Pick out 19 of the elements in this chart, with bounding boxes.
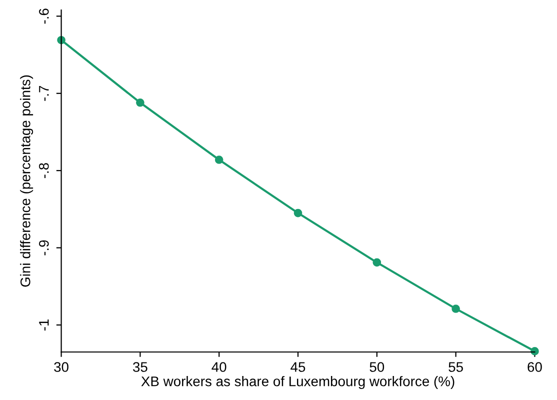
y-tick-label: -.8 (38, 163, 49, 178)
x-axis-title: XB workers as share of Luxembourg workforce (%) (141, 376, 454, 390)
y-tick-label: -.6 (38, 8, 49, 24)
point (136, 98, 144, 107)
y-tick-label: -.7 (39, 86, 49, 101)
x-tick-label: 30 (54, 362, 68, 372)
x-tick-label: 50 (370, 362, 384, 372)
y-tick-label: -.9 (38, 240, 49, 256)
point (214, 156, 224, 164)
y-axis-title: Gini difference (percentage points) (20, 75, 34, 287)
x-tick-label: 40 (212, 362, 226, 372)
x-tick-label: 35 (132, 362, 148, 372)
point (294, 208, 302, 218)
x-tick-label: 55 (448, 362, 463, 372)
point (372, 258, 382, 267)
y-tick-label: -1 (39, 319, 49, 331)
point (452, 304, 460, 313)
x-tick-label: 45 (290, 362, 306, 372)
x-tick-label: 60 (528, 362, 542, 372)
